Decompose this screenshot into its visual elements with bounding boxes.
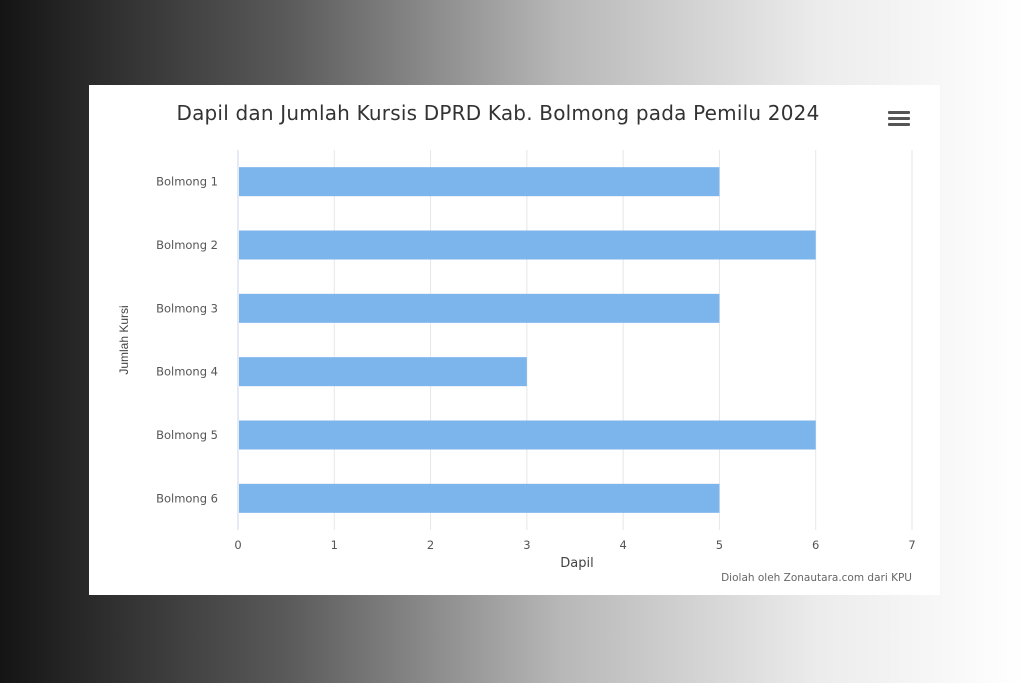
x-tick-label: 5 xyxy=(716,538,723,552)
hamburger-menu-icon[interactable] xyxy=(886,108,912,128)
chart-title: Dapil dan Jumlah Kursis DPRD Kab. Bolmon… xyxy=(176,101,820,125)
y-tick-label: Bolmong 6 xyxy=(156,491,218,505)
bar[interactable] xyxy=(239,420,816,450)
x-tick-label: 0 xyxy=(234,538,241,552)
x-tick-label: 2 xyxy=(427,538,434,552)
x-tick-label: 1 xyxy=(331,538,338,552)
bar[interactable] xyxy=(239,293,720,323)
x-tick-label: 6 xyxy=(812,538,819,552)
y-tick-label: Bolmong 1 xyxy=(156,175,218,189)
bar[interactable] xyxy=(239,167,720,197)
x-tick-label: 3 xyxy=(523,538,530,552)
x-tick-label: 4 xyxy=(619,538,626,552)
y-tick-label: Bolmong 4 xyxy=(156,365,218,379)
x-axis-label: Dapil xyxy=(560,556,594,571)
bar[interactable] xyxy=(239,483,720,513)
y-tick-label: Bolmong 5 xyxy=(156,428,218,442)
y-tick-label: Bolmong 3 xyxy=(156,301,218,315)
bar[interactable] xyxy=(239,230,816,260)
bar[interactable] xyxy=(239,357,527,387)
y-axis-label: Jumlah Kursi xyxy=(117,305,131,375)
x-tick-label: 7 xyxy=(908,538,915,552)
y-tick-label: Bolmong 2 xyxy=(156,238,218,252)
chart-credit[interactable]: Diolah oleh Zonautara.com dari KPU xyxy=(721,572,912,584)
